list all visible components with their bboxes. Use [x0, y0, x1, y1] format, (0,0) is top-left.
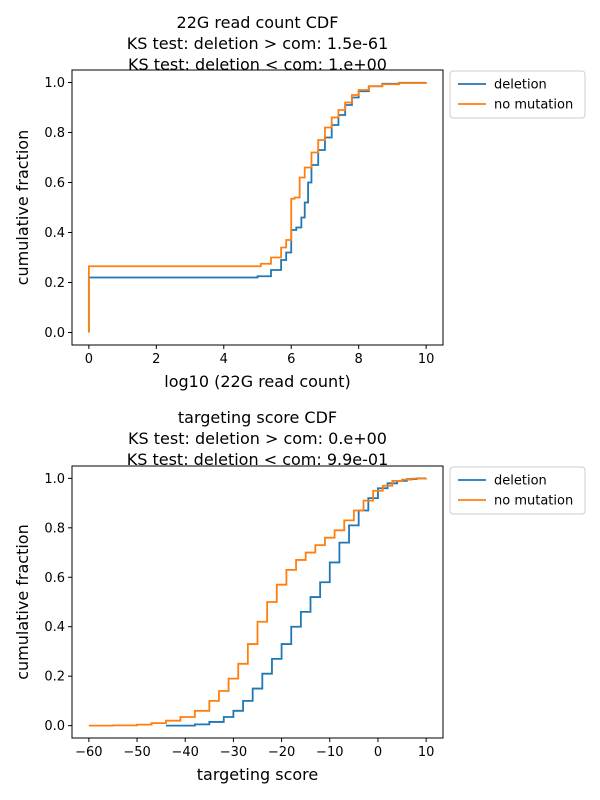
y-tick-label: 1.0 [44, 472, 65, 487]
y-tick-label: 1.0 [44, 76, 65, 91]
chart-1: 22G read count CDF KS test: deletion > co… [13, 13, 586, 391]
x-tick-label: 8 [355, 352, 363, 367]
x-tick-label: −60 [75, 745, 102, 760]
y-tick-label: 0.6 [44, 176, 65, 191]
axes-frame [71, 69, 444, 346]
x-tick-label: 10 [418, 352, 435, 367]
chart-title-line: targeting score CDF [178, 408, 337, 427]
x-tick-label: 2 [152, 352, 160, 367]
legend-entry-label: no mutation [494, 98, 573, 113]
x-axis-label: targeting score [197, 765, 318, 784]
y-tick-label: 0.8 [44, 126, 65, 141]
y-axis-label: cumulative fraction [13, 524, 32, 680]
y-tick-label: 0.0 [44, 719, 65, 734]
x-tick-label: −50 [123, 745, 150, 760]
chart-title-line: KS test: deletion < com: 1.e+00 [128, 55, 387, 74]
y-tick-label: 0.6 [44, 571, 65, 586]
x-tick-label: 4 [220, 352, 228, 367]
series-line-no-mutation [88, 477, 428, 727]
x-tick-label: 10 [418, 745, 435, 760]
series-line-deletion [87, 81, 428, 333]
legend: deletion no mutation [449, 70, 586, 119]
chart-title-line: 22G read count CDF [177, 13, 339, 32]
x-tick-label: 0 [85, 352, 93, 367]
x-tick-label: −30 [220, 745, 247, 760]
x-tick-label: 6 [287, 352, 295, 367]
legend-entry-label: deletion [494, 474, 547, 489]
y-tick-label: 0.0 [44, 326, 65, 341]
x-tick-label: −10 [316, 745, 343, 760]
chart-title-line: KS test: deletion > com: 0.e+00 [128, 429, 387, 448]
x-tick-label: 0 [374, 745, 382, 760]
chart-title-line: KS test: deletion < com: 9.9e-01 [127, 450, 389, 469]
legend-entry-label: deletion [494, 78, 547, 93]
x-axis-label: log10 (22G read count) [164, 372, 350, 391]
legend-entry-label: no mutation [494, 494, 573, 509]
y-tick-label: 0.4 [44, 226, 65, 241]
x-tick-label: −20 [268, 745, 295, 760]
y-tick-label: 0.4 [44, 620, 65, 635]
chart-title-line: KS test: deletion > com: 1.5e-61 [127, 34, 389, 53]
x-tick-label: −40 [172, 745, 199, 760]
axes-frame [71, 465, 444, 739]
y-tick-label: 0.8 [44, 521, 65, 536]
legend-box [449, 70, 586, 119]
y-tick-label: 0.2 [44, 276, 65, 291]
series-line-no-mutation [87, 82, 428, 333]
chart-2: targeting score CDF KS test: deletion > c… [13, 408, 586, 784]
y-tick-label: 0.2 [44, 670, 65, 685]
series-line-deletion [165, 477, 427, 727]
legend: deletion no mutation [449, 466, 586, 515]
legend-box [449, 466, 586, 515]
y-axis-label: cumulative fraction [13, 130, 32, 286]
